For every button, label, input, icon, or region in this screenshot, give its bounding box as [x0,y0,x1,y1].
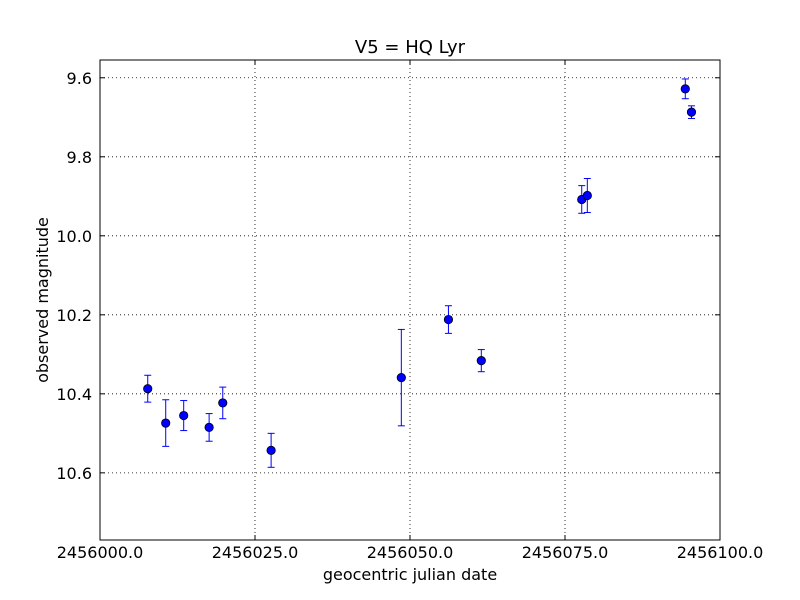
y-axis-ticks: 9.6 9.8 10.0 10.2 10.4 10.6 [56,69,720,483]
y-tick-label: 9.8 [67,148,92,167]
x-axis-ticks: 2456000.0 2456025.0 2456050.0 2456075.0 2456… [57,60,764,562]
data-point [143,384,153,394]
data-point [396,373,406,383]
y-tick-label: 10.2 [56,306,92,325]
chart-title: V5 = HQ Lyr [355,37,466,58]
plot-frame [99,59,721,541]
x-axis-label: geocentric julian date [323,565,497,584]
y-tick-label: 9.6 [67,69,92,88]
data-points [143,84,697,455]
y-axis-label: observed magnitude [33,217,52,383]
data-point [443,314,454,325]
x-tick-label: 2456050.0 [367,543,454,562]
data-point [161,418,171,428]
x-tick-label: 2456100.0 [677,543,764,562]
data-point [266,445,276,455]
grid-layer [100,60,720,540]
data-point [179,410,189,421]
y-tick-label: 10.6 [56,464,92,483]
data-point [204,422,214,433]
y-tick-label: 10.4 [56,385,92,404]
data-point [680,84,690,94]
y-tick-label: 10.0 [56,227,92,246]
error-bars [144,78,695,468]
data-point [582,190,592,201]
x-tick-label: 2456025.0 [212,543,299,562]
x-tick-label: 2456000.0 [57,543,144,562]
data-point [686,107,697,117]
data-point [218,398,228,408]
x-tick-label: 2456075.0 [522,543,609,562]
data-point [476,356,486,366]
